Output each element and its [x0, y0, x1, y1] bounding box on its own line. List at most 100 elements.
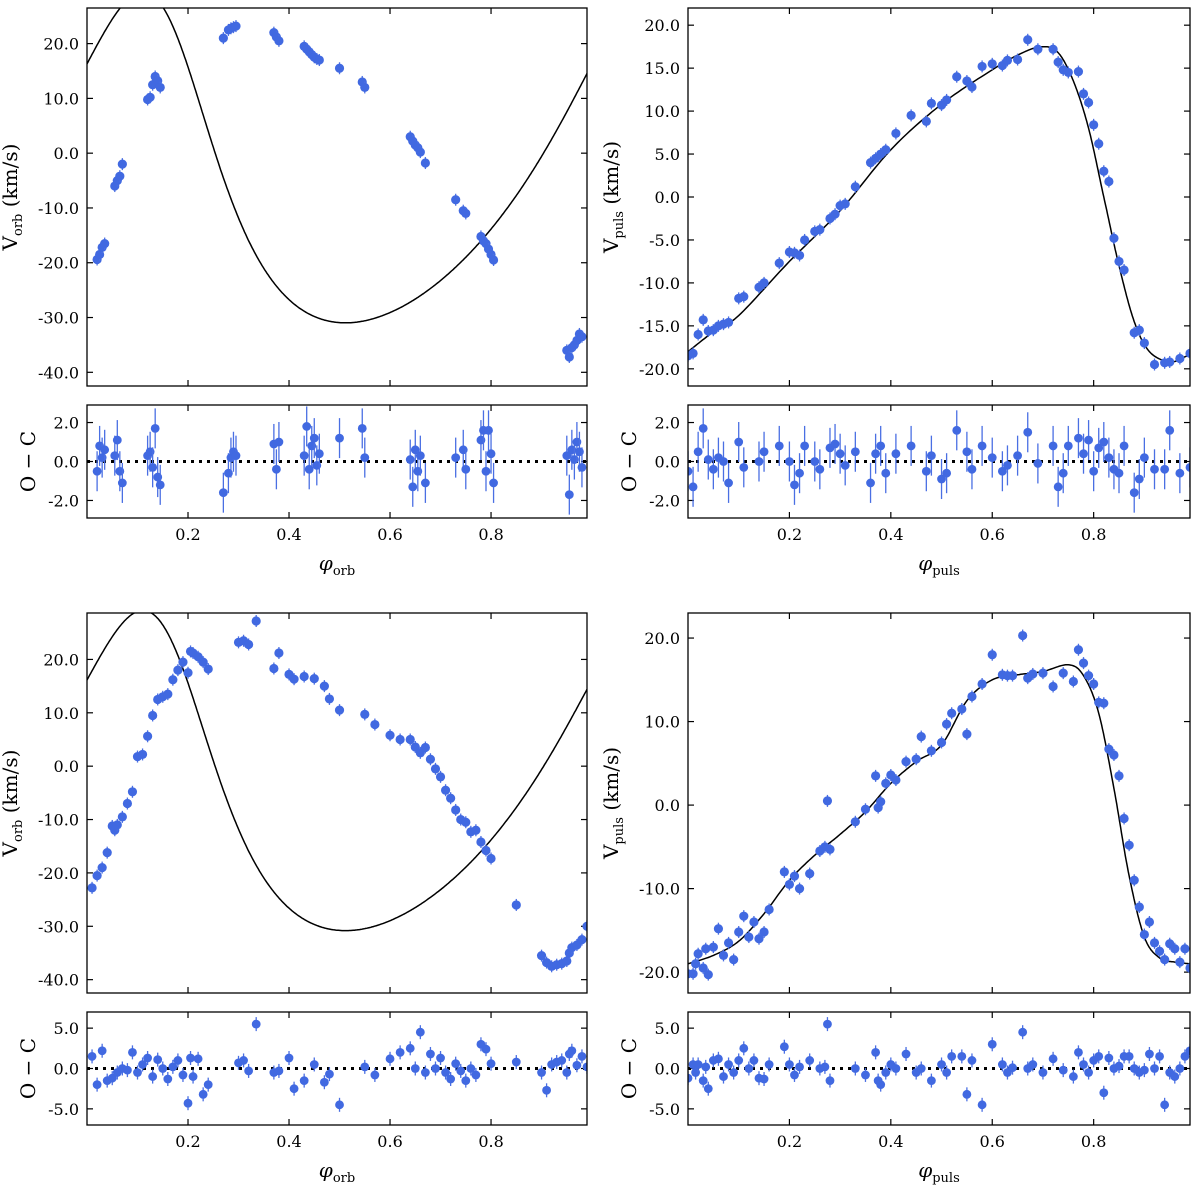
panel-top-left-data-point	[155, 82, 165, 93]
panel-top-right-data-point	[1104, 176, 1114, 187]
panel-bottom-right-data-point	[1134, 902, 1144, 912]
panel-bottom-left-residual-point	[198, 1089, 208, 1099]
panel-bottom-right-res-ytick-label: 0.0	[655, 1060, 680, 1079]
panel-top-right-residual-point	[734, 437, 744, 447]
panel-top-right-residual-point	[997, 466, 1007, 476]
panel-bottom-right-residual-point	[739, 1043, 749, 1053]
panel-bottom-left-data-point	[163, 689, 173, 699]
panel-top-right-data-point	[1175, 353, 1185, 364]
panel-bottom-left-res-xtick-label: 0.4	[276, 1132, 301, 1151]
panel-bottom-left-main-ytick-label: -40.0	[38, 971, 79, 990]
panel-top-right-residual-point	[1074, 433, 1083, 443]
panel-bottom-left-residual-point	[446, 1074, 456, 1084]
panel-top-left-residual-point	[335, 433, 344, 443]
panel-top-right-residual-point	[1119, 441, 1129, 451]
panel-top-right-residual-point	[759, 447, 769, 457]
panel-bottom-left-residuals	[87, 1017, 587, 1112]
panel-top-right-residual-point	[754, 457, 764, 466]
panel-bottom-left-residual-point	[481, 1044, 491, 1054]
panel-bottom-right-main-ytick-label: -20.0	[639, 963, 680, 982]
panel-bottom-left-data-point	[203, 664, 213, 674]
panel-bottom-left-data-point	[309, 674, 319, 684]
panel-bottom-right-data-point	[967, 691, 977, 702]
panel-bottom-right-data-point	[1038, 668, 1048, 678]
panel-bottom-right-residual-point	[1145, 1049, 1154, 1059]
panel-bottom-left-ylabel: Vorb (km/s)	[0, 750, 26, 858]
panel-top-left-residual-point	[117, 478, 127, 488]
panel-top-right-main-ytick-label: -5.0	[649, 231, 680, 250]
panel-bottom-right-data-point	[713, 924, 724, 934]
panel-bottom-right-residual-point	[1079, 1060, 1088, 1069]
panel-top-left-data-point	[117, 159, 127, 169]
panel-bottom-left-residual-point	[133, 1068, 142, 1077]
panel-top-right-res-ylabel: O − C	[617, 431, 641, 492]
panel-bottom-left-res-ytick-label: 5.0	[54, 1019, 79, 1038]
panel-bottom-right-residual-point	[901, 1049, 911, 1059]
panel-top-right-data-point	[759, 278, 769, 288]
panel-top-left-main-ytick-label: 20.0	[43, 35, 79, 54]
panel-bottom-right-res-xtick-label: 0.4	[878, 1132, 903, 1151]
panel-bottom-left-residual-point	[173, 1056, 183, 1065]
panel-bottom-left-data-point	[299, 671, 309, 682]
panel-bottom-right-data-point	[744, 932, 754, 942]
panel-bottom-left-residual-point	[148, 1072, 158, 1081]
panel-top-left-residual-point	[271, 464, 281, 474]
panel-top-right-residual-point	[1114, 468, 1124, 478]
panel-bottom-left-main-ytick-label: -20.0	[38, 864, 79, 883]
panel-bottom-left-residual-point	[461, 1076, 471, 1086]
panel-top-left-data-point	[564, 352, 574, 362]
panel-bottom-left-residual-point	[123, 1065, 132, 1075]
panel-bottom-left-residual-point	[203, 1080, 213, 1090]
panel-top-right-data-point	[891, 128, 901, 139]
panel-top-right-data-point	[739, 292, 749, 302]
panel-top-left-residuals	[92, 406, 587, 515]
panel-bottom-right-residual-point	[734, 1056, 744, 1065]
panel-bottom-right-main-axes: -20.0 -10.0 0.0 10.0 20.0	[639, 613, 1190, 993]
panel-bottom-right-data-point	[764, 904, 774, 915]
panel-top-left-residual-point	[408, 482, 418, 492]
panel-bottom-right-data-point	[936, 737, 947, 748]
panel-top-left-data-point	[488, 255, 499, 265]
panel-top-right-data-point	[926, 98, 936, 108]
panel-bottom-left-residual-point	[92, 1080, 102, 1090]
panel-bottom-right-residual-point	[861, 1070, 870, 1080]
panel-bottom-left-data-point	[148, 710, 158, 721]
panel-bottom-right-residual-point	[876, 1080, 886, 1090]
panel-top-right-main-ytick-label: 0.0	[655, 188, 680, 207]
panel-bottom-right-data-point	[987, 650, 997, 660]
panel-bottom-left-residual-point	[188, 1072, 198, 1081]
panel-bottom-right-residual-point	[1139, 1065, 1149, 1075]
panel-top-left-res-ytick-label: 0.0	[54, 453, 79, 472]
panel-bottom-left-data-point	[511, 900, 521, 910]
panel-bottom-left-data-point	[451, 805, 461, 815]
panel-bottom-left-data-point	[425, 754, 436, 764]
panel-bottom-left-data-point	[178, 657, 188, 667]
panel-bottom-left-data-point	[251, 616, 261, 626]
panel-bottom-left-data-point	[112, 820, 122, 830]
panel-bottom-right-residual-point	[916, 1064, 926, 1073]
panel-bottom-right-data-point	[942, 719, 952, 729]
panel-bottom-right-data-point	[1119, 813, 1129, 824]
panel-top-right-residual-point	[1079, 449, 1088, 459]
panel-bottom-left-data-point	[274, 648, 284, 658]
panel-top-right-data-point	[1083, 97, 1094, 108]
panel-bottom-left-residual-point	[420, 1068, 430, 1077]
panel-top-right-main-frame	[687, 7, 1191, 387]
panel-top-right-residual-point	[1033, 459, 1043, 468]
panel-top-right-residual-point	[1134, 474, 1144, 484]
panel-top-left-main-ytick-label: -40.0	[38, 363, 79, 382]
panel-top-left-data-point	[415, 147, 425, 157]
panel-top-right-data-point	[1094, 139, 1104, 149]
panel-bottom-left-residual-point	[370, 1070, 380, 1080]
panel-bottom-left-residual-point	[251, 1019, 261, 1029]
panel-top-right-data-point	[1099, 166, 1109, 176]
panel-top-left-res-ytick-label: -2.0	[48, 491, 79, 510]
panel-bottom-right-res-xtick-label: 0.6	[980, 1132, 1005, 1151]
panel-top-right-main-ytick-label: -10.0	[639, 274, 680, 293]
panel-bottom-right-data-point	[825, 844, 835, 854]
panel-bottom-right-residual-point	[703, 1084, 713, 1094]
panel-bottom-left-residual-point	[436, 1053, 445, 1063]
panel-bottom-left-res-ylabel: O − C	[16, 1038, 40, 1099]
panel-bottom-left-data-point	[360, 709, 370, 720]
